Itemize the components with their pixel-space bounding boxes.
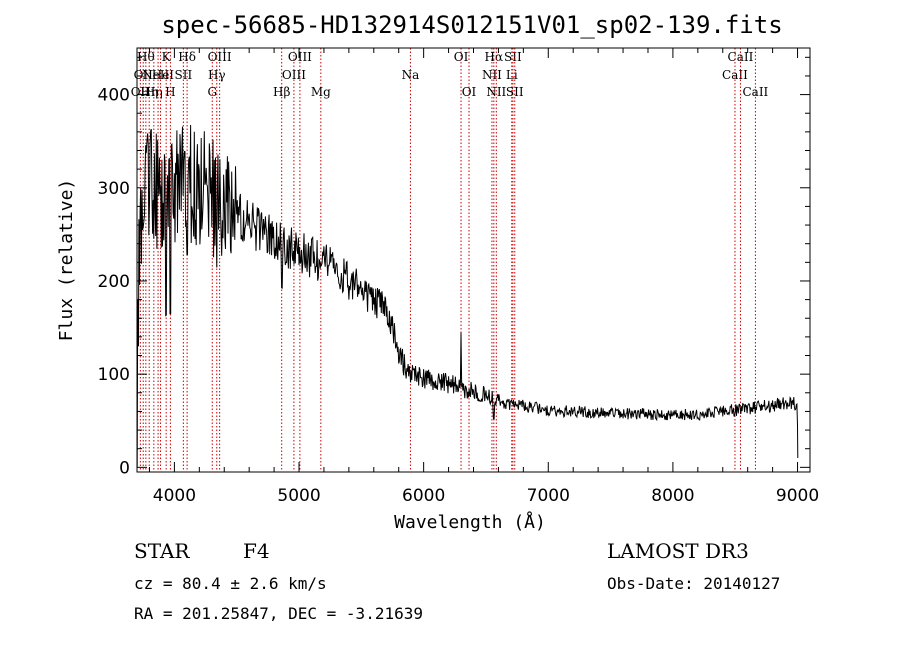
- y-tick-label-400: 400: [98, 86, 130, 106]
- spectral-line-label-27: CaII: [722, 68, 748, 82]
- spectral-line-label-9: SII: [175, 68, 193, 82]
- spectral-line-label-29: CaII: [742, 85, 768, 99]
- x-tick-label-6000: 6000: [402, 486, 445, 506]
- spectral-line-label-19: OI: [454, 50, 469, 64]
- ra-dec: RA = 201.25847, DEC = -3.21639: [134, 604, 423, 623]
- spectrum-chart: spec-56685-HD132914S012151V01_sp02-139.f…: [0, 0, 900, 649]
- spectral-line-label-10: Hδ: [178, 50, 196, 64]
- spectral-line-label-25: SII: [504, 50, 522, 64]
- spectral-line-label-16: OIII: [288, 50, 312, 64]
- x-axis-label: Wavelength (Å): [394, 511, 546, 533]
- y-tick-label-200: 200: [98, 272, 130, 292]
- object-class: STAR: [134, 539, 190, 563]
- spectral-line-label-11: G: [207, 85, 217, 99]
- spectral-line-label-13: OIII: [208, 50, 232, 64]
- plot-axes: 4000 5000 6000 7000 8000 9000 0 100 200 300 400: [98, 48, 820, 506]
- x-tick-label-9000: 9000: [776, 486, 819, 506]
- x-tick-label-4000: 4000: [153, 486, 196, 506]
- spectral-line-label-18: Na: [402, 68, 420, 82]
- spectrum-series: [137, 125, 798, 467]
- x-tick-label-7000: 7000: [527, 486, 570, 506]
- spectral-line-label-15: OIII: [282, 68, 306, 82]
- y-tick-label-0: 0: [119, 458, 130, 478]
- chart-title: spec-56685-HD132914S012151V01_sp02-139.f…: [161, 11, 782, 39]
- spectral-line-label-24: Li: [506, 68, 518, 82]
- spectral-line-label-20: OI: [462, 85, 477, 99]
- redshift-cz: cz = 80.4 ± 2.6 km/s: [134, 574, 327, 593]
- spectrum-line: [137, 125, 798, 467]
- y-axis-label: Flux (relative): [56, 179, 77, 342]
- y-tick-label-100: 100: [98, 365, 130, 385]
- spectral-line-label-26: SII: [506, 85, 524, 99]
- x-tick-label-5000: 5000: [277, 486, 320, 506]
- spectral-line-label-23: NII: [486, 85, 506, 99]
- spectral-line-markers: OIIOIIHθHηHηNeIIIHeKHSIIHδGHγOIIIHβOIIIO…: [131, 48, 769, 472]
- spectral-line-label-14: Hβ: [273, 85, 290, 99]
- spectral-line-label-17: Mg: [311, 85, 331, 99]
- y-tick-label-300: 300: [98, 179, 130, 199]
- spectral-line-label-4: Hη: [145, 85, 163, 99]
- spectral-line-label-28: CaII: [728, 50, 754, 64]
- spectral-line-label-8: H: [165, 85, 175, 99]
- spectral-line-label-6: He: [152, 68, 170, 82]
- spectral-line-label-22: Hα: [485, 50, 504, 64]
- obs-date: Obs-Date: 20140127: [607, 574, 780, 593]
- spectral-line-label-12: Hγ: [208, 68, 226, 82]
- spectral-line-label-21: NII: [482, 68, 502, 82]
- spectrum-figure: spec-56685-HD132914S012151V01_sp02-139.f…: [0, 0, 900, 649]
- object-subclass: F4: [243, 539, 270, 563]
- survey-name: LAMOST DR3: [607, 539, 749, 563]
- x-tick-label-8000: 8000: [651, 486, 694, 506]
